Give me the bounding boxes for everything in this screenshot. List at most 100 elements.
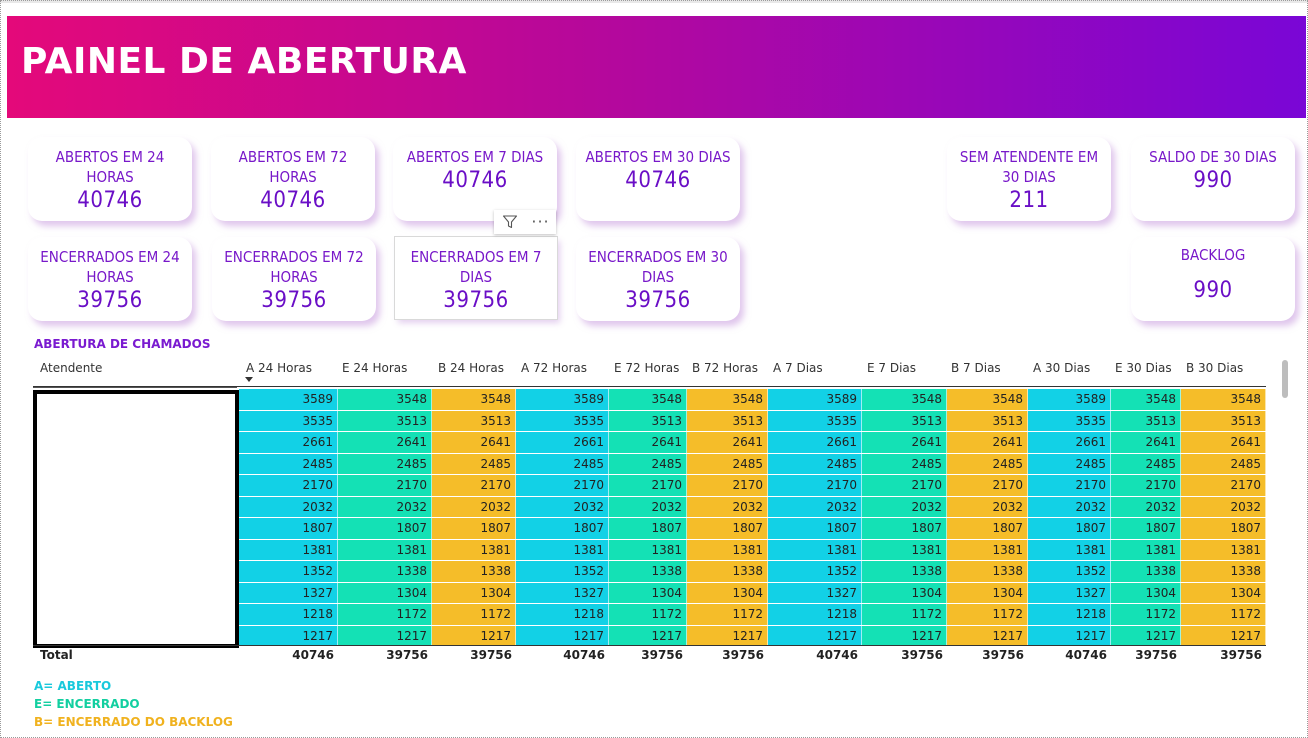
table-cell[interactable]: 2032 bbox=[862, 496, 947, 517]
table-cell[interactable]: 1381 bbox=[239, 539, 338, 560]
table-cell[interactable]: 1807 bbox=[768, 518, 862, 539]
table-cell[interactable]: 3548 bbox=[609, 389, 687, 410]
table-cell[interactable]: 1338 bbox=[862, 561, 947, 582]
table-cell[interactable]: 1807 bbox=[432, 518, 516, 539]
table-cell[interactable]: 1807 bbox=[1181, 518, 1266, 539]
table-cell[interactable]: 2661 bbox=[239, 432, 338, 453]
table-cell[interactable]: 1217 bbox=[862, 625, 947, 646]
column-header[interactable]: B 24 Horas bbox=[438, 361, 505, 375]
table-cell[interactable]: 3548 bbox=[1111, 389, 1181, 410]
table-cell[interactable]: 3513 bbox=[1181, 410, 1266, 431]
table-cell[interactable]: 3513 bbox=[432, 410, 516, 431]
table-cell[interactable]: 1381 bbox=[432, 539, 516, 560]
table-cell[interactable]: 3548 bbox=[338, 389, 432, 410]
sort-descending-icon[interactable] bbox=[245, 377, 253, 382]
table-cell[interactable]: 2485 bbox=[609, 453, 687, 474]
table-cell[interactable]: 1381 bbox=[1181, 539, 1266, 560]
table-cell[interactable]: 2485 bbox=[1111, 453, 1181, 474]
table-cell[interactable]: 1338 bbox=[1181, 561, 1266, 582]
card-abertos-30d[interactable]: ABERTOS EM 30 DIAS 40746 bbox=[576, 137, 740, 221]
table-cell[interactable]: 2485 bbox=[1181, 453, 1266, 474]
table-cell[interactable]: 1217 bbox=[947, 625, 1028, 646]
table-cell[interactable]: 2641 bbox=[947, 432, 1028, 453]
table-cell[interactable]: 1327 bbox=[1028, 582, 1111, 603]
table-cell[interactable]: 1172 bbox=[687, 604, 768, 625]
table-cell[interactable]: 3589 bbox=[1028, 389, 1111, 410]
table-cell[interactable]: 1218 bbox=[239, 604, 338, 625]
table-cell[interactable]: 3589 bbox=[768, 389, 862, 410]
table-cell[interactable]: 1381 bbox=[609, 539, 687, 560]
table-cell[interactable]: 1338 bbox=[432, 561, 516, 582]
table-cell[interactable]: 1217 bbox=[239, 625, 338, 646]
table-cell[interactable]: 1338 bbox=[1111, 561, 1181, 582]
card-abertos-24h[interactable]: ABERTOS EM 24 HORAS 40746 bbox=[28, 137, 192, 221]
column-header[interactable]: A 7 Dias bbox=[773, 361, 823, 375]
table-cell[interactable]: 1304 bbox=[432, 582, 516, 603]
table-cell[interactable]: 1217 bbox=[338, 625, 432, 646]
card-encerrados-72h[interactable]: ENCERRADOS EM 72 HORAS 39756 bbox=[212, 237, 376, 321]
table-cell[interactable]: 2485 bbox=[1028, 453, 1111, 474]
table-cell[interactable]: 3513 bbox=[947, 410, 1028, 431]
table-cell[interactable]: 3513 bbox=[609, 410, 687, 431]
card-saldo-30d[interactable]: SALDO DE 30 DIAS 990 bbox=[1131, 137, 1295, 221]
table-cell[interactable]: 3548 bbox=[432, 389, 516, 410]
table-cell[interactable]: 2170 bbox=[338, 475, 432, 496]
column-header[interactable]: B 30 Dias bbox=[1186, 361, 1244, 375]
column-header[interactable]: E 72 Horas bbox=[614, 361, 680, 375]
table-cell[interactable]: 1807 bbox=[609, 518, 687, 539]
table-cell[interactable]: 1217 bbox=[516, 625, 609, 646]
table-cell[interactable]: 2641 bbox=[338, 432, 432, 453]
table-cell[interactable]: 1172 bbox=[609, 604, 687, 625]
table-cell[interactable]: 3535 bbox=[239, 410, 338, 431]
table-cell[interactable]: 1304 bbox=[338, 582, 432, 603]
table-cell[interactable]: 1381 bbox=[516, 539, 609, 560]
column-header[interactable]: E 7 Dias bbox=[867, 361, 917, 375]
table-cell[interactable]: 1338 bbox=[338, 561, 432, 582]
filter-icon[interactable] bbox=[494, 210, 525, 234]
table-cell[interactable]: 1304 bbox=[862, 582, 947, 603]
table-cell[interactable]: 2170 bbox=[239, 475, 338, 496]
table-cell[interactable]: 1807 bbox=[947, 518, 1028, 539]
table-cell[interactable]: 1172 bbox=[947, 604, 1028, 625]
card-backlog[interactable]: BACKLOG 990 bbox=[1131, 237, 1295, 321]
table-cell[interactable]: 2032 bbox=[1181, 496, 1266, 517]
table-cell[interactable]: 2032 bbox=[516, 496, 609, 517]
table-cell[interactable]: 1338 bbox=[609, 561, 687, 582]
table-cell[interactable]: 3513 bbox=[338, 410, 432, 431]
card-encerrados-24h[interactable]: ENCERRADOS EM 24 HORAS 39756 bbox=[28, 237, 192, 321]
table-cell[interactable]: 2485 bbox=[947, 453, 1028, 474]
table-cell[interactable]: 3548 bbox=[1181, 389, 1266, 410]
card-encerrados-7d[interactable]: ENCERRADOS EM 7 DIAS 39756 bbox=[395, 237, 557, 319]
table-cell[interactable]: 1218 bbox=[516, 604, 609, 625]
table-cell[interactable]: 1807 bbox=[516, 518, 609, 539]
table-cell[interactable]: 3548 bbox=[862, 389, 947, 410]
table-cell[interactable]: 2170 bbox=[1181, 475, 1266, 496]
table-cell[interactable]: 2032 bbox=[947, 496, 1028, 517]
table-cell[interactable]: 1381 bbox=[1111, 539, 1181, 560]
table-cell[interactable]: 2170 bbox=[687, 475, 768, 496]
table-cell[interactable]: 2661 bbox=[516, 432, 609, 453]
table-cell[interactable]: 2485 bbox=[516, 453, 609, 474]
table-cell[interactable]: 1217 bbox=[609, 625, 687, 646]
table-cell[interactable]: 2170 bbox=[768, 475, 862, 496]
card-encerrados-30d[interactable]: ENCERRADOS EM 30 DIAS 39756 bbox=[576, 237, 740, 321]
table-cell[interactable]: 1381 bbox=[338, 539, 432, 560]
table-cell[interactable]: 1807 bbox=[239, 518, 338, 539]
table-cell[interactable]: 2661 bbox=[1028, 432, 1111, 453]
table-cell[interactable]: 2661 bbox=[768, 432, 862, 453]
table-cell[interactable]: 2641 bbox=[687, 432, 768, 453]
table-cell[interactable]: 2170 bbox=[1028, 475, 1111, 496]
card-abertos-7d[interactable]: ABERTOS EM 7 DIAS 40746 bbox=[393, 137, 557, 221]
table-cell[interactable]: 2032 bbox=[432, 496, 516, 517]
table-cell[interactable]: 3589 bbox=[239, 389, 338, 410]
table-cell[interactable]: 1352 bbox=[239, 561, 338, 582]
table-cell[interactable]: 2485 bbox=[862, 453, 947, 474]
table-cell[interactable]: 1304 bbox=[687, 582, 768, 603]
table-cell[interactable]: 1172 bbox=[1181, 604, 1266, 625]
table-cell[interactable]: 1218 bbox=[768, 604, 862, 625]
table-cell[interactable]: 2641 bbox=[1181, 432, 1266, 453]
table-cell[interactable]: 1217 bbox=[768, 625, 862, 646]
table-cell[interactable]: 2032 bbox=[239, 496, 338, 517]
table-cell[interactable]: 2641 bbox=[862, 432, 947, 453]
table-cell[interactable]: 1327 bbox=[768, 582, 862, 603]
